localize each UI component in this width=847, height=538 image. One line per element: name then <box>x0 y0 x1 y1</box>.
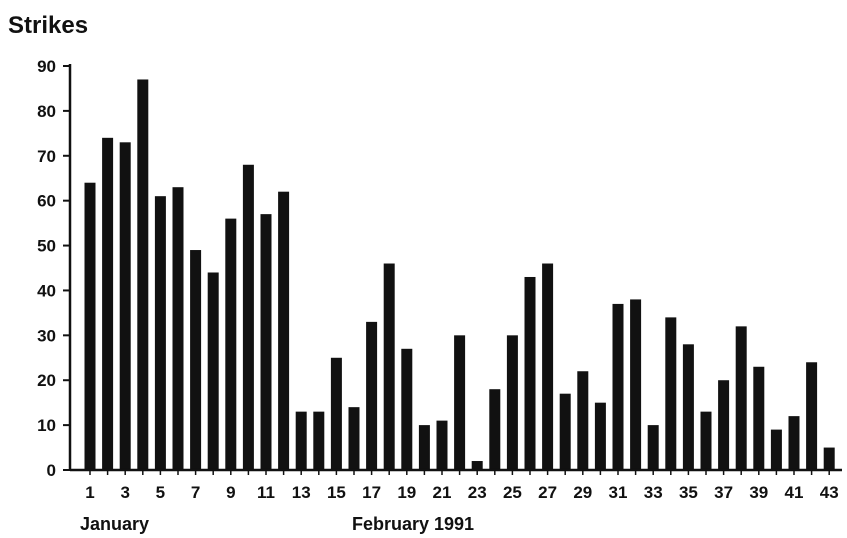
bar <box>348 407 360 470</box>
bar <box>577 371 589 470</box>
bar <box>454 335 466 470</box>
y-tick-label: 60 <box>37 192 56 211</box>
bar <box>718 380 730 470</box>
y-axis-title: Strikes <box>8 12 88 39</box>
bar <box>102 137 114 470</box>
y-tick-label: 0 <box>47 461 56 480</box>
x-tick-label: 11 <box>257 483 275 502</box>
bar <box>401 348 413 470</box>
bar <box>665 317 677 470</box>
y-tick-label: 40 <box>37 281 56 300</box>
bar <box>366 321 378 470</box>
bars <box>84 79 835 470</box>
bar <box>119 142 131 470</box>
period-label-january: January <box>80 514 149 534</box>
y-tick-label: 70 <box>37 147 56 166</box>
x-tick-label: 21 <box>433 483 452 502</box>
bar <box>137 79 149 470</box>
x-tick-label: 31 <box>609 483 628 502</box>
x-tick-label: 37 <box>714 483 733 502</box>
bar <box>630 299 642 470</box>
x-tick-label: 1 <box>85 483 94 502</box>
x-tick-label: 27 <box>538 483 557 502</box>
bar <box>788 416 800 470</box>
y-tick-label: 30 <box>37 326 56 345</box>
x-tick-label: 9 <box>226 483 235 502</box>
bar <box>559 393 571 470</box>
bar <box>154 196 166 470</box>
x-axis: 1 3 5 7 9 11 13 15 17 19 21 23 25 27 29 31 33 35 37 39 41 43 <box>70 468 842 502</box>
bar <box>823 447 835 470</box>
bar <box>542 263 554 470</box>
y-axis: 0 10 20 30 40 50 60 70 80 90 <box>37 57 72 480</box>
bar <box>172 187 184 470</box>
bar <box>489 389 501 470</box>
bar <box>436 420 448 470</box>
bar <box>295 411 307 470</box>
bar <box>471 461 483 470</box>
bar <box>278 191 290 470</box>
bar <box>612 303 624 470</box>
x-tick-label: 29 <box>573 483 592 502</box>
x-tick-label: 7 <box>191 483 200 502</box>
x-tick-label: 3 <box>120 483 129 502</box>
x-tick-label: 19 <box>397 483 416 502</box>
bar <box>735 326 747 470</box>
bar <box>753 366 765 470</box>
bar <box>383 263 395 470</box>
bar <box>806 362 818 470</box>
y-tick-label: 10 <box>37 416 56 435</box>
x-tick-label: 39 <box>749 483 768 502</box>
x-tick-label: 17 <box>362 483 381 502</box>
x-tick-label: 25 <box>503 483 522 502</box>
y-tick-label: 50 <box>37 237 56 256</box>
bar <box>700 411 712 470</box>
bar <box>682 344 694 470</box>
bar <box>594 402 606 470</box>
bar <box>84 182 96 470</box>
x-tick-label: 13 <box>292 483 311 502</box>
bar <box>225 218 237 470</box>
x-tick-label: 33 <box>644 483 663 502</box>
x-tick-label: 41 <box>785 483 804 502</box>
bar <box>313 411 325 470</box>
x-tick-label: 35 <box>679 483 698 502</box>
x-tick-label: 43 <box>820 483 839 502</box>
bar <box>770 429 782 470</box>
bar <box>207 272 219 470</box>
period-label-february: February 1991 <box>352 514 474 534</box>
bar <box>524 276 536 470</box>
bar <box>506 335 518 470</box>
bar <box>242 164 254 470</box>
x-tick-label: 5 <box>156 483 165 502</box>
y-tick-label: 20 <box>37 371 56 390</box>
x-tick-label: 23 <box>468 483 487 502</box>
bar <box>260 214 272 470</box>
bar <box>190 250 202 470</box>
bar <box>330 357 342 470</box>
y-tick-label: 80 <box>37 102 56 121</box>
bar <box>418 425 430 470</box>
x-tick-label: 15 <box>327 483 346 502</box>
y-tick-label: 90 <box>37 57 56 76</box>
bar <box>647 425 659 470</box>
